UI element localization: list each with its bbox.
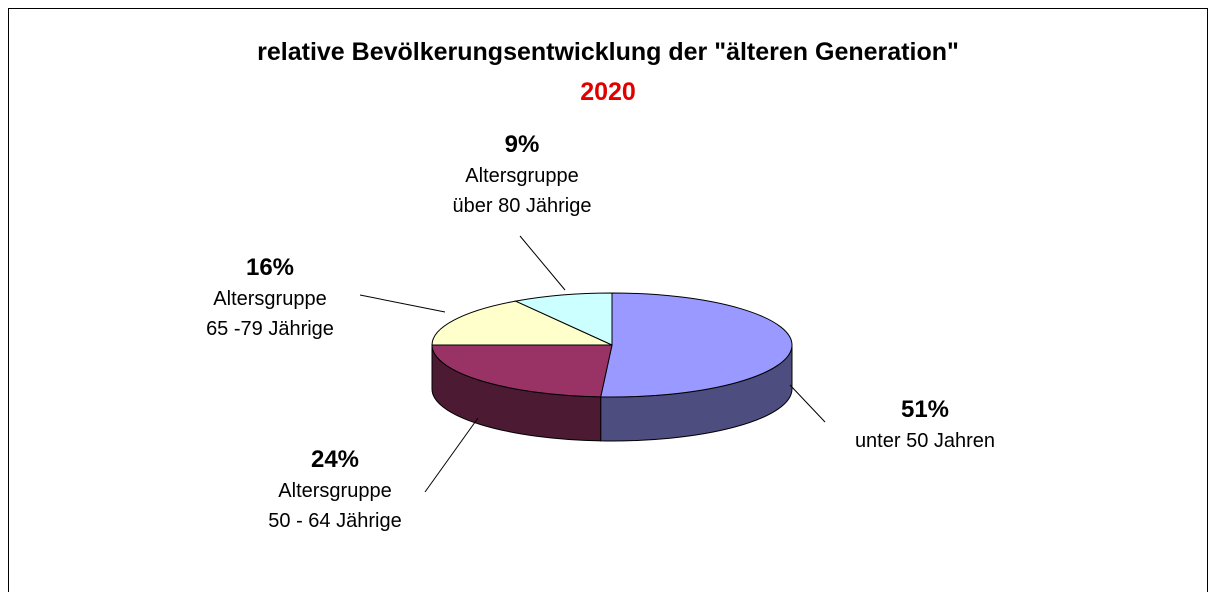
pie-slice — [513, 292, 613, 346]
leader-line — [359, 294, 446, 313]
chart-title: relative Bevölkerungsentwicklung der "äl… — [257, 38, 959, 66]
pie-slice — [600, 292, 793, 398]
category-label: Altersgruppe über 80 Jährige — [452, 165, 592, 217]
chart-subtitle: 2020 — [580, 78, 636, 106]
category-label: Altersgruppe 65 -79 Jährige — [206, 288, 334, 340]
value-label: 24% — [310, 446, 360, 473]
pie-slice — [431, 344, 613, 398]
leader-line — [519, 235, 566, 291]
pie-slice — [431, 300, 613, 346]
data-label: 51% unter 50 Jahren — [805, 394, 1045, 456]
category-label: Altersgruppe 50 - 64 Jährige — [268, 480, 402, 532]
category-label: unter 50 Jahren — [854, 430, 996, 452]
data-label: 24% Altersgruppe 50 - 64 Jährige — [215, 444, 455, 536]
leader-line — [789, 384, 826, 423]
data-label: 16% Altersgruppe 65 -79 Jährige — [150, 252, 390, 344]
value-label: 51% — [900, 396, 950, 423]
data-label: 9% Altersgruppe über 80 Jährige — [402, 129, 642, 221]
value-label: 9% — [504, 131, 540, 158]
value-label: 16% — [245, 254, 295, 281]
leader-line — [424, 417, 479, 493]
chart-frame — [8, 8, 1208, 592]
